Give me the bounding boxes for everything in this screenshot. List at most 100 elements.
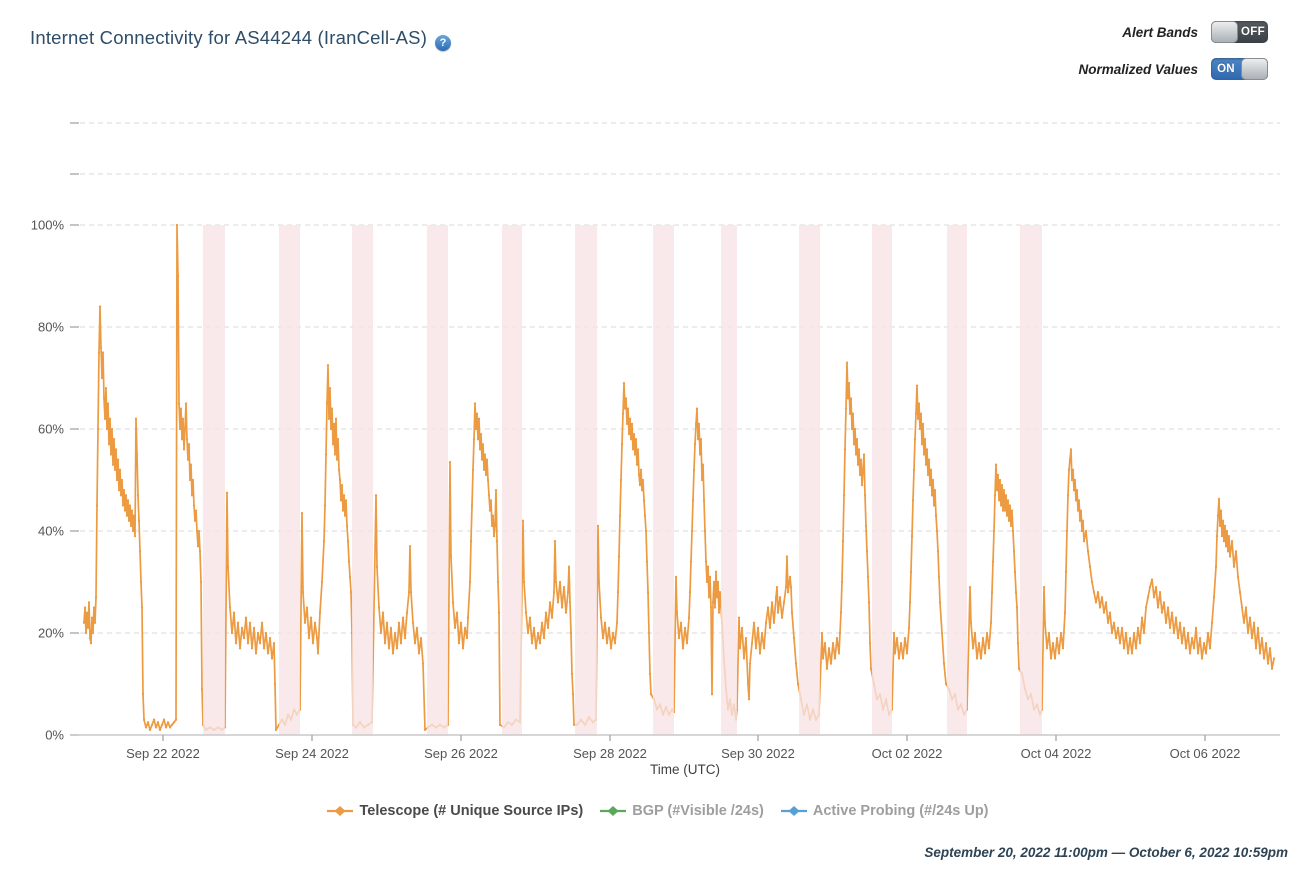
data-point-marker — [1146, 596, 1150, 599]
outage-shading-band — [203, 225, 225, 735]
x-tick-label: Oct 02 2022 — [872, 746, 943, 761]
data-point-marker — [1070, 478, 1074, 482]
data-point-marker — [1160, 611, 1164, 614]
data-point-marker — [1134, 647, 1138, 650]
data-point-marker — [498, 723, 502, 726]
data-point-marker — [738, 647, 742, 650]
data-point-marker — [466, 616, 470, 619]
data-point-marker — [168, 726, 172, 729]
data-point-marker — [838, 631, 842, 635]
data-point-marker — [792, 636, 796, 640]
data-point-marker — [1110, 631, 1114, 635]
data-point-marker — [859, 458, 863, 461]
connectivity-chart[interactable]: 100% 80% 60% 40% 20% 0% Sep 22 2022 Sep 24 2022… — [0, 0, 1316, 790]
data-point-marker — [1138, 642, 1142, 645]
data-point-marker — [95, 504, 99, 507]
data-point-marker — [486, 478, 490, 482]
data-point-marker — [1140, 616, 1144, 619]
data-point-marker — [683, 626, 687, 630]
data-point-marker — [605, 642, 609, 645]
data-point-marker — [419, 636, 423, 640]
data-point-marker — [992, 529, 996, 533]
data-point-marker — [917, 402, 921, 405]
data-point-marker — [944, 682, 948, 686]
data-point-marker — [924, 463, 928, 466]
normalized-values-control: Normalized Values ON — [1078, 58, 1268, 80]
data-point-marker — [228, 606, 232, 609]
data-point-marker — [487, 494, 491, 497]
data-point-marker — [131, 529, 135, 533]
data-point-marker — [1132, 631, 1136, 635]
data-point-marker — [461, 647, 465, 650]
legend-item-telescope[interactable]: Telescope (# Unique Source IPs) — [327, 803, 583, 819]
data-point-marker — [1227, 534, 1231, 538]
outage-shading-band — [947, 225, 967, 735]
data-point-marker — [825, 667, 829, 670]
data-point-marker — [1144, 606, 1148, 609]
data-point-marker — [1180, 642, 1184, 645]
data-point-marker — [1254, 647, 1258, 650]
data-point-marker — [1224, 545, 1228, 548]
data-point-marker — [918, 427, 922, 431]
data-point-marker — [132, 514, 136, 517]
normalized-values-toggle[interactable]: ON — [1211, 58, 1268, 80]
data-point-marker — [704, 560, 708, 563]
data-point-marker — [117, 489, 121, 492]
data-point-marker — [162, 718, 166, 721]
data-point-marker — [863, 494, 867, 497]
data-point-marker — [1222, 540, 1226, 543]
data-point-marker — [994, 463, 998, 466]
data-point-marker — [642, 499, 646, 502]
data-point-marker — [346, 540, 350, 543]
data-point-marker — [758, 652, 762, 655]
data-point-marker — [411, 621, 415, 624]
data-point-marker — [130, 509, 134, 512]
data-point-marker — [301, 591, 305, 594]
data-point-marker — [177, 402, 181, 405]
data-point-marker — [164, 726, 168, 729]
data-point-marker — [176, 274, 180, 278]
data-point-marker — [1252, 621, 1256, 624]
data-point-marker — [1065, 529, 1069, 533]
data-point-marker — [1008, 504, 1012, 507]
data-point-marker — [1270, 667, 1274, 670]
data-point-marker — [118, 468, 122, 471]
page-title: Internet Connectivity for AS44244 (IranC… — [30, 27, 452, 51]
data-point-marker — [1168, 626, 1172, 630]
data-point-marker — [625, 422, 629, 426]
help-icon[interactable]: ? — [435, 35, 452, 51]
alert-bands-control: Alert Bands OFF — [1122, 21, 1268, 43]
data-point-marker — [552, 591, 556, 594]
data-point-marker — [927, 458, 931, 461]
legend-item-active-probing[interactable]: Active Probing (#/24s Up) — [780, 803, 989, 819]
data-point-marker — [766, 606, 770, 609]
data-point-marker — [564, 611, 568, 614]
data-point-marker — [1005, 514, 1009, 517]
data-point-marker — [621, 412, 625, 415]
data-point-marker — [616, 591, 620, 594]
data-point-marker — [397, 621, 401, 624]
legend-item-bgp[interactable]: BGP (#Visible /24s) — [600, 803, 764, 819]
data-point-marker — [1064, 570, 1068, 573]
data-point-marker — [1228, 555, 1232, 558]
data-point-marker — [485, 458, 489, 461]
data-point-marker — [693, 443, 697, 446]
data-point-marker — [189, 463, 193, 466]
data-point-marker — [116, 458, 120, 461]
data-point-marker — [567, 565, 571, 568]
data-point-marker — [778, 596, 782, 599]
data-point-marker — [1210, 621, 1214, 624]
alert-bands-toggle[interactable]: OFF — [1211, 21, 1268, 43]
data-point-marker — [179, 407, 183, 410]
data-point-marker — [323, 504, 327, 507]
data-point-marker — [560, 606, 564, 609]
data-point-marker — [923, 438, 927, 441]
data-point-marker — [110, 427, 114, 431]
data-point-marker — [469, 540, 473, 543]
data-point-marker — [1080, 529, 1084, 533]
data-point-marker — [1212, 596, 1216, 599]
data-point-marker — [934, 514, 938, 517]
data-point-marker — [104, 387, 108, 390]
data-point-marker — [264, 631, 268, 635]
data-point-marker — [558, 580, 562, 584]
